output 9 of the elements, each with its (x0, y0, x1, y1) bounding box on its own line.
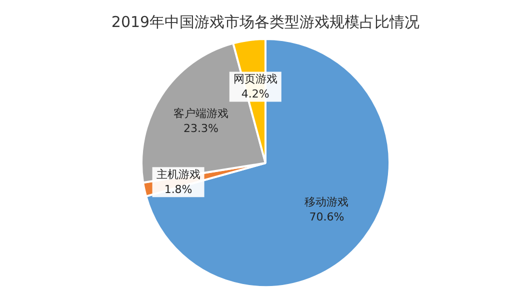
slice-label: 主机游戏 (156, 168, 200, 181)
chart-title: 2019年中国游戏市场各类型游戏规模占比情况 (111, 12, 420, 31)
slice-label: 客户端游戏 (173, 107, 228, 120)
slice-label: 网页游戏 (233, 72, 278, 86)
slice-label: 移动游戏 (304, 195, 349, 208)
data-label: 4.2% (241, 88, 270, 101)
data-label: 70.6% (309, 210, 344, 224)
data-label: 1.8% (164, 182, 192, 196)
data-label: 23.3% (183, 122, 218, 136)
